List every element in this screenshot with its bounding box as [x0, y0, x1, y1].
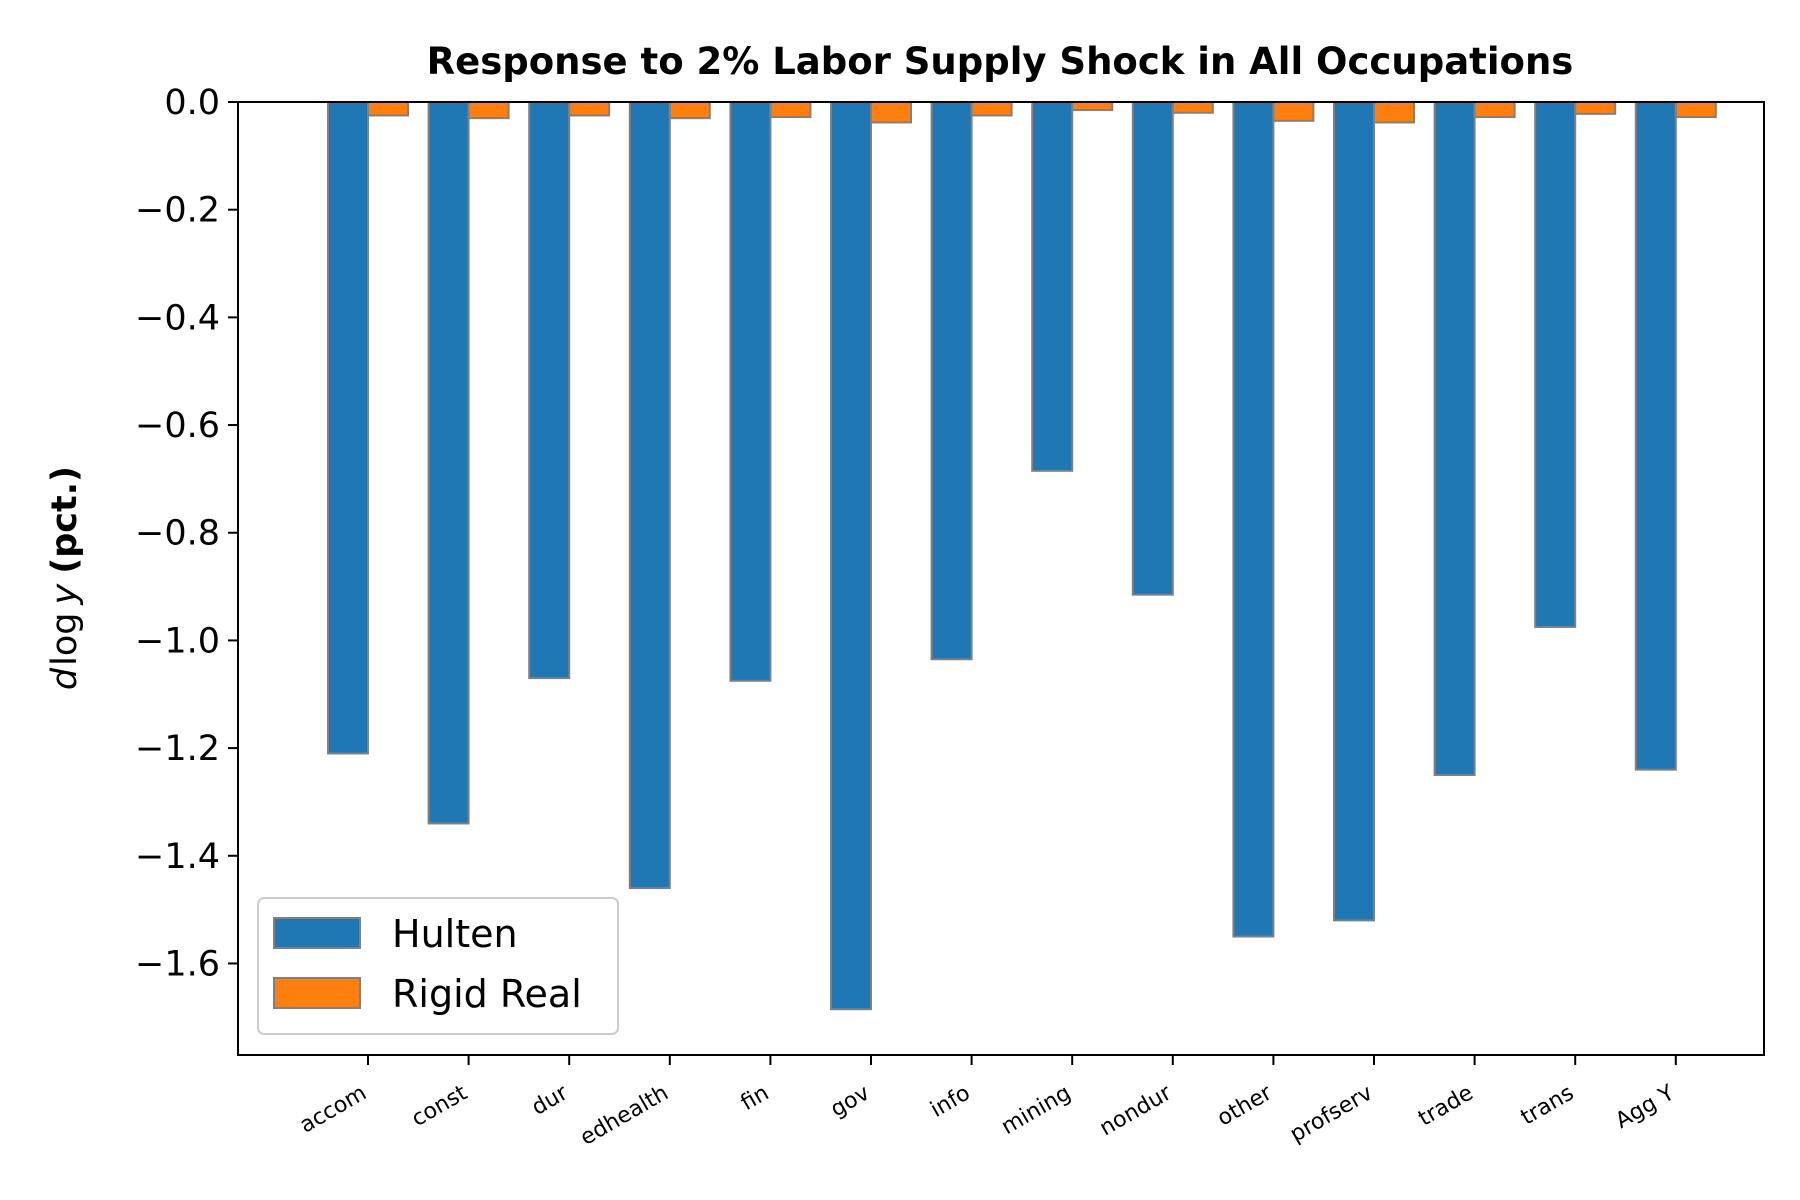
- x-tick-label-edhealth: edhealth: [576, 1081, 673, 1151]
- y-tick-label: −0.8: [135, 514, 220, 554]
- bar-hulten-info: [930, 101, 973, 661]
- bar-rigid-real-fin: [769, 101, 812, 119]
- bar-rigid-real-other: [1272, 101, 1315, 122]
- plot-area-frame: [237, 101, 1765, 1056]
- x-tick-label-agg-y: Agg Y: [1611, 1080, 1679, 1134]
- bar-rigid-real-gov: [870, 101, 912, 124]
- y-tick-label: −1.0: [135, 621, 220, 661]
- x-tick-label-trade: trade: [1414, 1081, 1477, 1132]
- y-tick-label: −1.6: [135, 944, 220, 984]
- x-tick-label-gov: gov: [826, 1081, 874, 1123]
- y-tick-label: −0.6: [135, 406, 220, 446]
- x-tick-label-fin: fin: [737, 1081, 774, 1117]
- bar-hulten-nondur: [1131, 101, 1174, 596]
- bar-rigid-real-trans: [1574, 101, 1617, 115]
- x-tick-label-profserv: profserv: [1286, 1081, 1377, 1148]
- bar-rigid-real-agg-y: [1674, 101, 1717, 119]
- legend-label-rigid-real: Rigid Real: [392, 972, 582, 1016]
- bar-hulten-fin: [729, 101, 772, 682]
- y-tick-label: −0.4: [135, 298, 220, 338]
- bar-hulten-other: [1232, 101, 1275, 938]
- legend-swatch-rigid-real: [273, 977, 361, 1009]
- legend-label-hulten: Hulten: [392, 912, 518, 956]
- bar-hulten-const: [427, 101, 470, 825]
- x-tick-label-dur: dur: [528, 1080, 573, 1121]
- y-tick-label: −1.4: [135, 837, 220, 877]
- y-tick-label: −1.2: [135, 729, 220, 769]
- x-axis: accom const dur edhealth fin gov info mining non…: [296, 1055, 1679, 1151]
- x-tick-label-other: other: [1213, 1080, 1277, 1131]
- x-tick-label-mining: mining: [997, 1081, 1075, 1140]
- y-axis-label-y: y: [45, 582, 85, 605]
- y-axis-label-unit: (pct.): [45, 466, 85, 574]
- chart-title: Response to 2% Labor Supply Shock in All…: [427, 40, 1574, 83]
- x-tick-label-accom: accom: [296, 1081, 371, 1139]
- y-tick-label: 0.0: [164, 83, 220, 123]
- bar-rigid-real-mining: [1071, 101, 1114, 112]
- bar-hulten-edhealth: [628, 101, 671, 890]
- legend-swatch-hulten: [273, 917, 361, 949]
- bar-rigid-real-accom: [367, 101, 409, 117]
- bar-rigid-real-profserv: [1373, 101, 1415, 124]
- bar-hulten-gov: [830, 101, 872, 1011]
- y-axis-label-d: d: [45, 667, 85, 690]
- x-tick-label-info: info: [926, 1081, 974, 1123]
- bar-hulten-mining: [1031, 101, 1074, 472]
- y-axis: 0.0 −0.2 −0.4 −0.6 −0.8 −1.0 −1.2 −1.4 −1.6: [135, 83, 238, 984]
- x-tick-label-const: const: [407, 1080, 471, 1132]
- bar-hulten-dur: [528, 101, 571, 680]
- bar-hulten-trans: [1534, 101, 1577, 628]
- bar-hulten-agg-y: [1634, 101, 1677, 771]
- y-axis-label: dlog y (pct.): [45, 466, 85, 690]
- x-tick-label-nondur: nondur: [1095, 1080, 1176, 1141]
- bar-rigid-real-trade: [1473, 101, 1516, 119]
- bar-rigid-real-edhealth: [668, 101, 711, 120]
- x-tick-label-trans: trans: [1517, 1081, 1578, 1131]
- bars-layer: [327, 101, 1717, 1011]
- bar-hulten-profserv: [1333, 101, 1375, 922]
- y-tick-label: −0.2: [135, 191, 220, 231]
- bar-rigid-real-nondur: [1171, 101, 1214, 114]
- y-axis-label-log: log: [45, 612, 85, 665]
- legend: Hulten Rigid Real: [257, 897, 619, 1035]
- bar-hulten-trade: [1433, 101, 1476, 777]
- bar-rigid-real-const: [467, 101, 510, 120]
- bar-hulten-accom: [327, 101, 369, 755]
- bar-rigid-real-info: [970, 101, 1013, 117]
- bar-rigid-real-dur: [568, 101, 611, 117]
